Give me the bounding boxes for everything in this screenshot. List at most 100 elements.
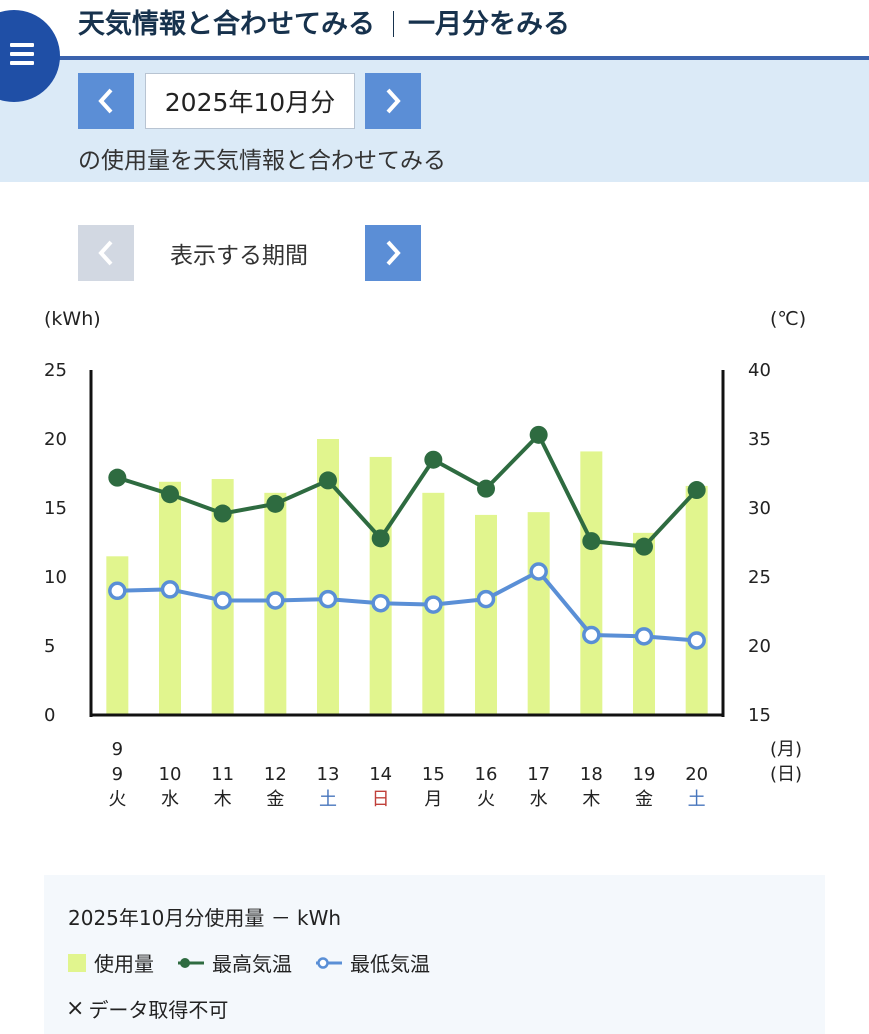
- max-temp-point[interactable]: [371, 529, 390, 548]
- max-temp-point[interactable]: [424, 450, 443, 469]
- min-temp-point[interactable]: [213, 591, 232, 610]
- min-temp-point[interactable]: [529, 562, 548, 581]
- min-temp-point[interactable]: [687, 631, 706, 650]
- chevron-left-icon: [98, 240, 113, 266]
- title-bar: 天気情報と合わせてみる 一月分をみる: [0, 0, 869, 60]
- day-axis-label: (日): [770, 764, 802, 785]
- usage-bar[interactable]: [369, 456, 392, 715]
- min-temp-point[interactable]: [108, 581, 127, 601]
- day-label: 11: [211, 764, 234, 785]
- usage-swatch: [68, 953, 86, 972]
- max-temp-point[interactable]: [319, 471, 337, 490]
- day-label: 19: [633, 764, 656, 785]
- left-tick-label: 10: [44, 567, 67, 588]
- min-temp-line: [117, 569, 697, 643]
- usage-bar[interactable]: [580, 451, 603, 715]
- right-tick-label: 40: [748, 360, 771, 381]
- max-temp-point[interactable]: [108, 468, 127, 487]
- legend-min-temp-label: 最低気温: [350, 952, 430, 976]
- min-temp-point[interactable]: [266, 591, 285, 610]
- weekday-label: 日: [372, 789, 390, 810]
- usage-bar[interactable]: [106, 556, 129, 715]
- day-label: 13: [317, 764, 340, 785]
- title-separator: [393, 11, 394, 37]
- weekday-label: 金: [635, 789, 653, 810]
- max-temp-point[interactable]: [477, 479, 495, 498]
- day-label: 9: [112, 764, 123, 785]
- weekday-label: 木: [214, 789, 232, 810]
- weekday-label: 木: [582, 789, 600, 810]
- max-temp-point[interactable]: [582, 532, 601, 551]
- next-period-button[interactable]: [365, 225, 421, 281]
- max-temp-line: [116, 432, 699, 549]
- min-temp-swatch: [316, 956, 342, 969]
- usage-bar[interactable]: [475, 514, 497, 715]
- day-label: 17: [527, 764, 550, 785]
- left-tick-label: 25: [44, 360, 67, 381]
- legend-min-temp: 最低気温: [316, 948, 430, 977]
- left-tick-label: 20: [44, 429, 67, 450]
- page-title: 天気情報と合わせてみる 一月分をみる: [78, 2, 570, 41]
- usage-weather-chart: 25 20 15 10 5 0 40 35 30 25 20 15 9 9 火 10 水 11 木 12 金 13 土 14…: [44, 360, 802, 810]
- right-tick-label: 25: [748, 567, 771, 588]
- legend-title: 2025年10月分使用量 － kWh: [68, 906, 342, 930]
- max-temp-point[interactable]: [266, 494, 285, 513]
- weekday-label: 土: [688, 789, 706, 810]
- min-temp-point[interactable]: [582, 625, 601, 645]
- min-temp-point[interactable]: [634, 627, 654, 646]
- right-tick-label: 30: [748, 498, 771, 519]
- page-title-sub: 一月分をみる: [408, 9, 570, 40]
- chevron-left-icon: [98, 88, 113, 114]
- prev-month-button[interactable]: [78, 73, 134, 129]
- day-label: 18: [580, 764, 603, 785]
- weekday-label: 土: [319, 789, 337, 810]
- usage-bar[interactable]: [527, 512, 550, 715]
- left-axis-unit: (kWh): [44, 308, 101, 330]
- right-tick-label: 20: [748, 636, 771, 657]
- min-temp-point[interactable]: [160, 580, 180, 599]
- day-label: 15: [422, 764, 445, 785]
- usage-bar[interactable]: [633, 532, 655, 715]
- max-temp-swatch: [178, 957, 204, 968]
- weekday-label: 火: [108, 789, 126, 810]
- right-tick-label: 35: [748, 429, 771, 450]
- weekday-label: 水: [530, 789, 548, 810]
- weekday-label: 月: [424, 789, 442, 810]
- left-tick-label: 5: [44, 636, 55, 657]
- no-data-icon: ×: [66, 996, 85, 1021]
- weekday-label: 火: [477, 789, 495, 810]
- weekday-label: 金: [266, 789, 284, 810]
- chevron-right-icon: [386, 88, 401, 114]
- month-axis-label: (月): [770, 739, 802, 760]
- min-temp-point[interactable]: [424, 595, 443, 614]
- usage-bar[interactable]: [317, 439, 339, 715]
- min-temp-point[interactable]: [371, 593, 390, 613]
- legend-no-data-label: データ取得不可: [88, 998, 229, 1022]
- min-temp-point[interactable]: [318, 589, 338, 609]
- left-tick-label: 0: [44, 705, 55, 726]
- chevron-right-icon: [386, 240, 401, 266]
- right-axis-unit: (℃): [770, 308, 807, 330]
- max-temp-point[interactable]: [213, 504, 232, 523]
- max-temp-point[interactable]: [161, 485, 179, 504]
- day-label: 20: [685, 764, 708, 785]
- legend-panel: 2025年10月分使用量 － kWh 使用量 最高気温 最低気温 × データ取得…: [44, 875, 825, 1034]
- max-temp-point[interactable]: [529, 425, 548, 444]
- menu-icon: [10, 43, 34, 70]
- legend-row: 使用量 最高気温 最低気温: [68, 948, 454, 977]
- month-label: 9: [112, 739, 123, 760]
- month-caption: の使用量を天気情報と合わせてみる: [78, 148, 446, 174]
- page-title-main: 天気情報と合わせてみる: [78, 9, 375, 40]
- next-month-button[interactable]: [365, 73, 421, 129]
- day-label: 10: [159, 764, 182, 785]
- prev-period-button[interactable]: [78, 225, 134, 281]
- min-temp-point[interactable]: [476, 589, 496, 609]
- max-temp-point[interactable]: [635, 537, 653, 556]
- month-select[interactable]: 2025年10月分: [145, 73, 355, 129]
- usage-bar[interactable]: [685, 485, 708, 715]
- max-temp-point[interactable]: [687, 481, 706, 500]
- left-tick-label: 15: [44, 498, 67, 519]
- legend-max-temp: 最高気温: [178, 948, 292, 977]
- day-label: 16: [475, 764, 498, 785]
- right-tick-label: 15: [748, 705, 771, 726]
